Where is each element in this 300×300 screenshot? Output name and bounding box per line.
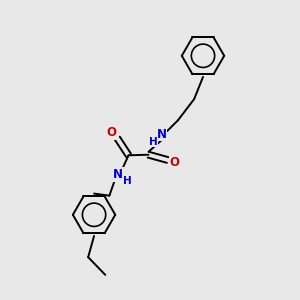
Text: N: N — [157, 128, 167, 141]
Text: H: H — [149, 137, 158, 147]
Text: H: H — [123, 176, 132, 186]
Text: O: O — [169, 156, 179, 169]
Text: N: N — [113, 168, 123, 181]
Text: O: O — [106, 126, 116, 140]
